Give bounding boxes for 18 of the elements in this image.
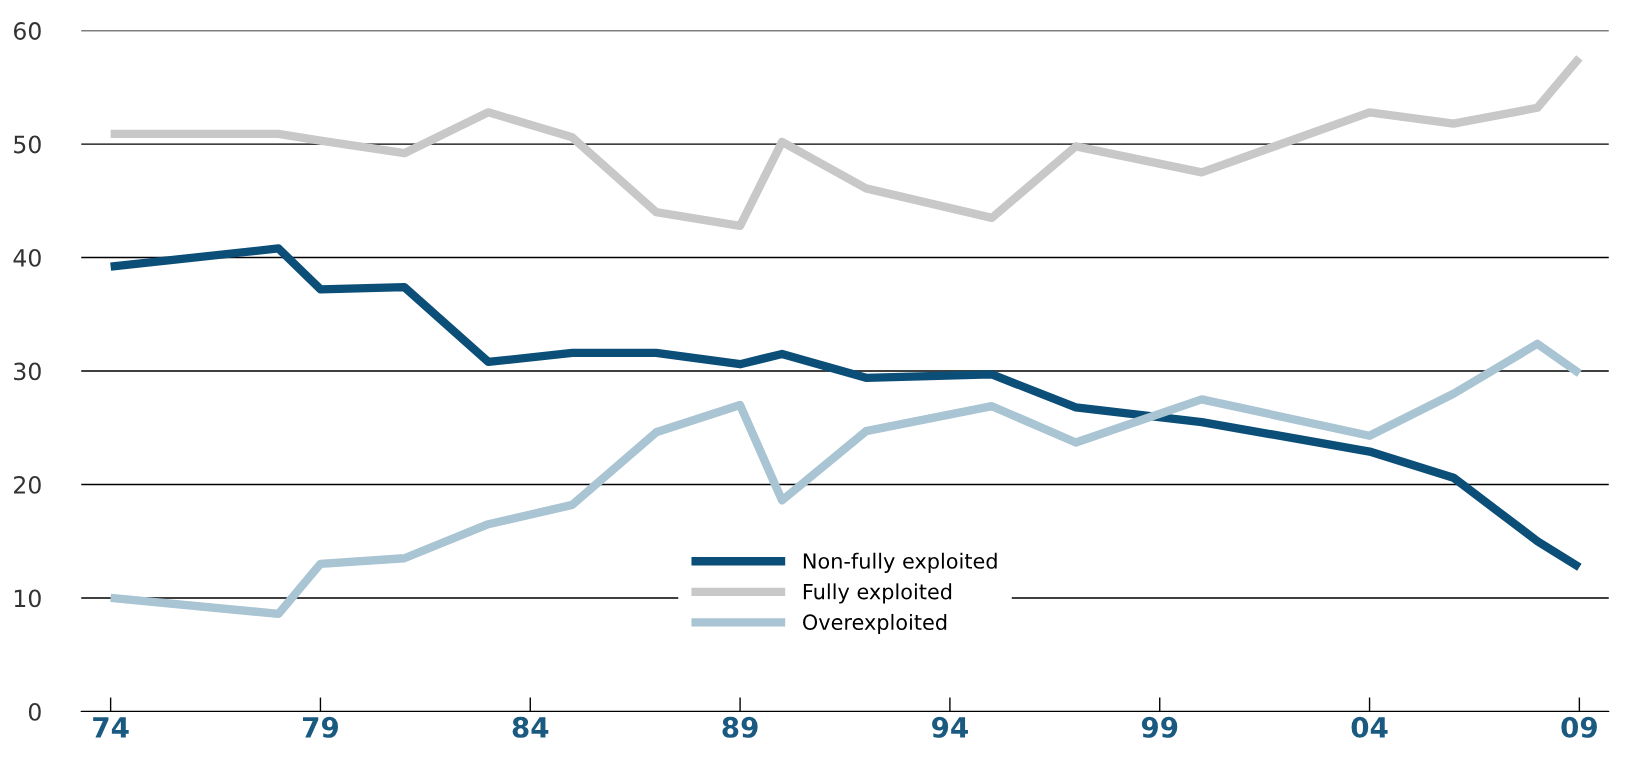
x-tick-label: 89 bbox=[722, 716, 758, 738]
x-tick-label: 99 bbox=[1141, 716, 1178, 738]
x-tick-label: 84 bbox=[512, 716, 549, 738]
x-tick-label: 04 bbox=[1351, 716, 1388, 738]
legend-label: Overexploited bbox=[803, 613, 947, 635]
y-tick-label: 10 bbox=[14, 589, 41, 608]
x-tick-label: 09 bbox=[1561, 716, 1597, 738]
y-tick-label: 30 bbox=[14, 362, 41, 381]
x-tick-label: 74 bbox=[93, 717, 129, 738]
x-tick-label: 94 bbox=[932, 716, 968, 738]
legend-label: Fully exploited bbox=[803, 583, 952, 604]
x-tick-label: 79 bbox=[302, 716, 338, 738]
y-tick-label: 40 bbox=[13, 249, 41, 267]
legend-label: Non-fully exploited bbox=[803, 552, 997, 573]
y-tick-label: 0 bbox=[28, 702, 41, 721]
y-tick-label: 60 bbox=[13, 22, 41, 40]
y-tick-label: 20 bbox=[14, 475, 41, 494]
y-tick-label: 50 bbox=[14, 135, 41, 154]
